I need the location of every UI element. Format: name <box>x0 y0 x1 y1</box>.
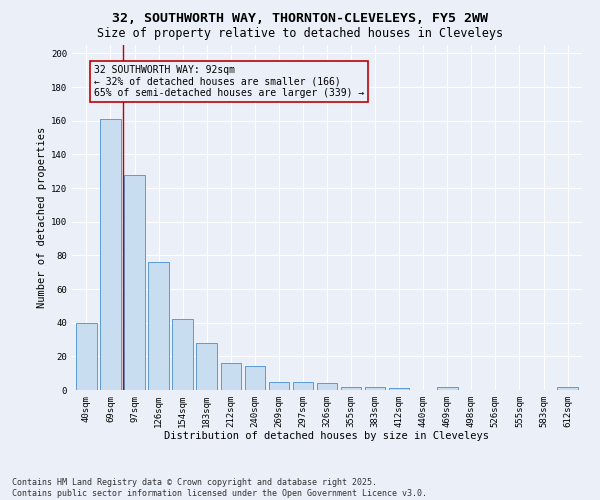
Y-axis label: Number of detached properties: Number of detached properties <box>37 127 47 308</box>
Bar <box>365 386 385 390</box>
Bar <box>196 343 217 390</box>
Bar <box>437 386 458 390</box>
Bar <box>269 382 289 390</box>
Text: 32, SOUTHWORTH WAY, THORNTON-CLEVELEYS, FY5 2WW: 32, SOUTHWORTH WAY, THORNTON-CLEVELEYS, … <box>112 12 488 26</box>
Bar <box>221 363 241 390</box>
Bar <box>341 386 361 390</box>
Text: Contains HM Land Registry data © Crown copyright and database right 2025.
Contai: Contains HM Land Registry data © Crown c… <box>12 478 427 498</box>
Bar <box>293 382 313 390</box>
Bar <box>172 320 193 390</box>
Bar <box>245 366 265 390</box>
Bar <box>317 384 337 390</box>
Bar <box>124 174 145 390</box>
Bar <box>100 119 121 390</box>
Text: Size of property relative to detached houses in Cleveleys: Size of property relative to detached ho… <box>97 28 503 40</box>
Bar <box>148 262 169 390</box>
Text: 32 SOUTHWORTH WAY: 92sqm
← 32% of detached houses are smaller (166)
65% of semi-: 32 SOUTHWORTH WAY: 92sqm ← 32% of detach… <box>94 65 364 98</box>
X-axis label: Distribution of detached houses by size in Cleveleys: Distribution of detached houses by size … <box>164 432 490 442</box>
Bar <box>76 322 97 390</box>
Bar <box>389 388 409 390</box>
Bar <box>557 386 578 390</box>
